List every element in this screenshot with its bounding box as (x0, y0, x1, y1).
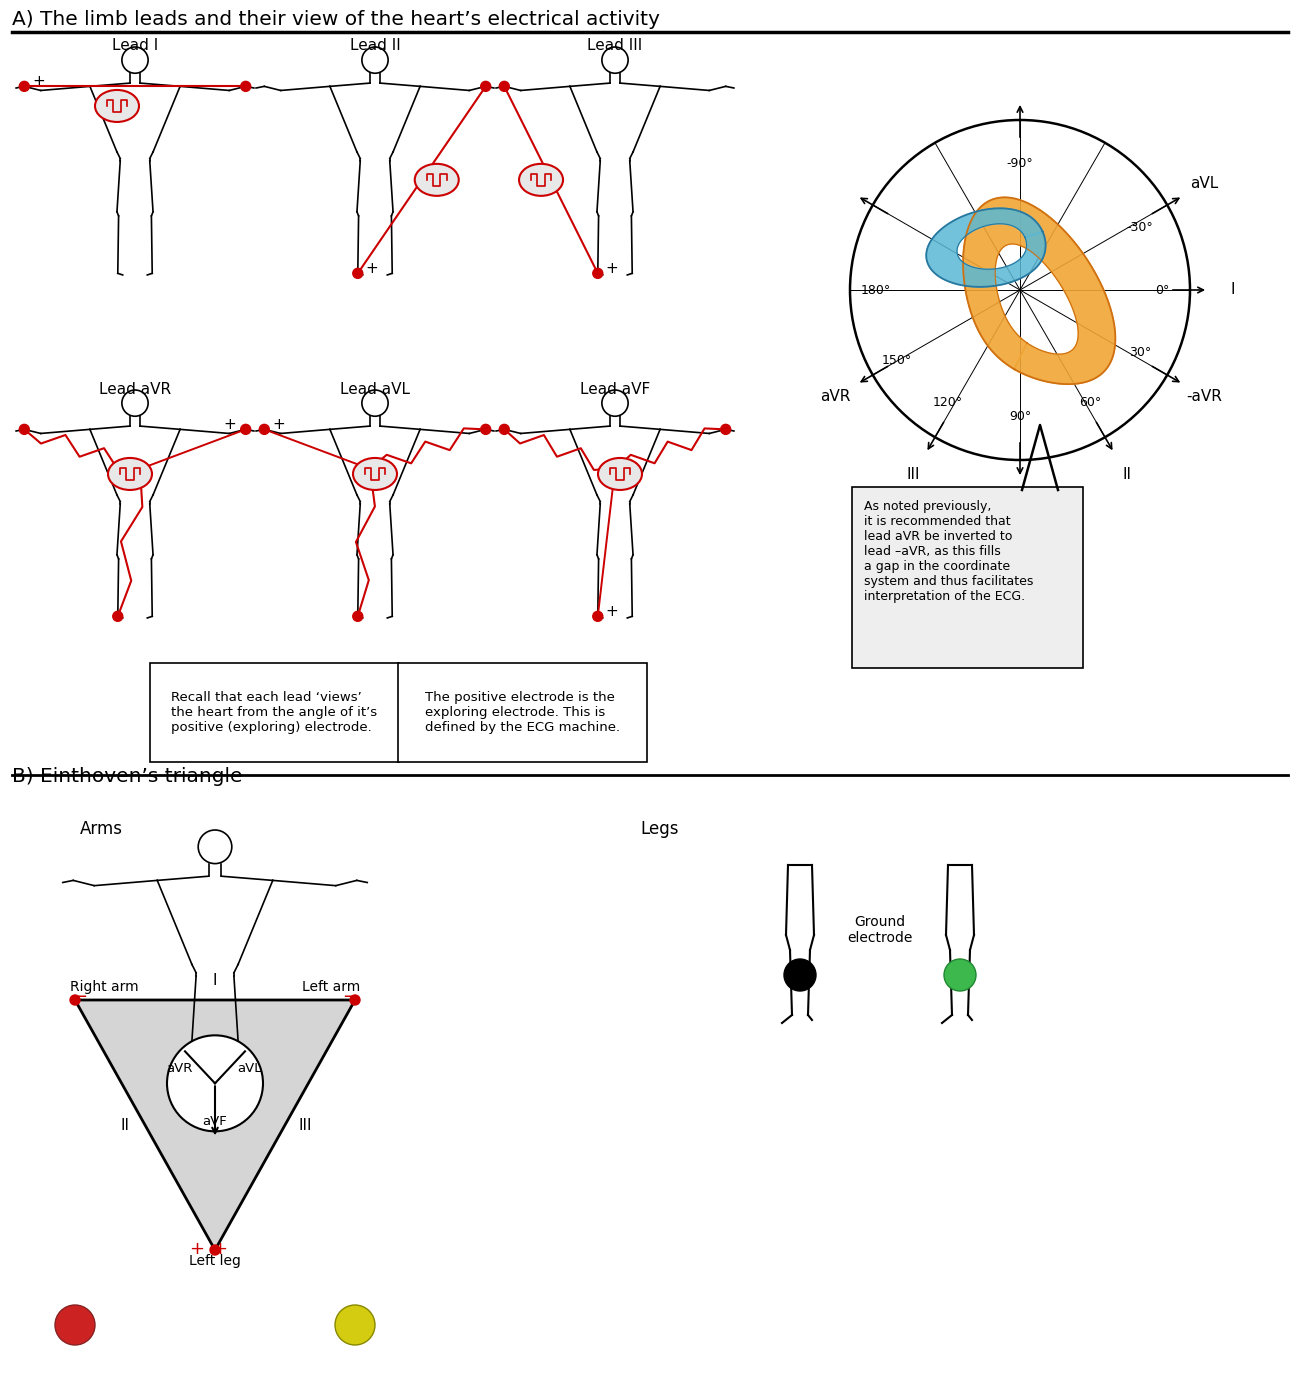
Text: Legs: Legs (640, 820, 679, 838)
Text: aVL: aVL (237, 1061, 261, 1075)
Text: aVF: aVF (1006, 496, 1035, 511)
FancyBboxPatch shape (150, 663, 399, 762)
Text: As noted previously,
it is recommended that
lead aVR be inverted to
lead –aVR, a: As noted previously, it is recommended t… (864, 500, 1034, 603)
Circle shape (481, 424, 490, 434)
Text: II: II (1122, 467, 1131, 482)
Ellipse shape (598, 459, 642, 490)
Polygon shape (963, 198, 1115, 384)
Text: Lead aVL: Lead aVL (341, 382, 410, 397)
Text: III: III (907, 467, 920, 482)
Circle shape (944, 958, 976, 991)
Text: II: II (121, 1118, 130, 1133)
Circle shape (20, 81, 30, 92)
FancyBboxPatch shape (398, 663, 647, 762)
Text: Lead I: Lead I (112, 38, 159, 54)
Circle shape (593, 611, 603, 622)
Text: -aVR: -aVR (1187, 389, 1222, 404)
Circle shape (166, 1035, 263, 1131)
Text: A) The limb leads and their view of the heart’s electrical activity: A) The limb leads and their view of the … (12, 10, 660, 29)
Text: Right arm: Right arm (70, 980, 139, 994)
Circle shape (350, 995, 360, 1005)
Text: +: + (272, 417, 285, 432)
Ellipse shape (108, 459, 152, 490)
Text: -90°: -90° (1006, 158, 1034, 170)
Circle shape (352, 268, 363, 279)
Circle shape (259, 424, 269, 434)
Text: aVF: aVF (203, 1115, 228, 1129)
Text: I: I (1231, 283, 1235, 298)
Text: −: − (73, 989, 87, 1006)
Text: III: III (298, 1118, 312, 1133)
Text: 180°: 180° (861, 283, 892, 297)
Text: -30°: -30° (1127, 221, 1153, 233)
FancyBboxPatch shape (852, 487, 1083, 669)
Text: +: + (224, 417, 235, 432)
Circle shape (240, 81, 251, 92)
Text: Arms: Arms (81, 820, 124, 838)
Polygon shape (75, 1000, 355, 1249)
Text: Recall that each lead ‘views’
the heart from the angle of it’s
positive (explori: Recall that each lead ‘views’ the heart … (172, 691, 377, 735)
Circle shape (113, 611, 122, 622)
Ellipse shape (519, 163, 563, 196)
Text: +: + (32, 74, 46, 89)
Text: +: + (190, 1240, 204, 1258)
Text: Lead aVF: Lead aVF (580, 382, 650, 397)
Circle shape (499, 81, 510, 92)
Circle shape (211, 1245, 220, 1255)
Text: 0°: 0° (1154, 283, 1170, 297)
Text: +: + (212, 1240, 227, 1258)
Text: −: − (342, 989, 358, 1006)
Circle shape (720, 424, 731, 434)
Text: Lead aVR: Lead aVR (99, 382, 172, 397)
Text: Ground
electrode: Ground electrode (848, 914, 913, 945)
Text: +: + (606, 604, 619, 619)
Circle shape (335, 1304, 374, 1346)
Circle shape (593, 268, 603, 279)
Text: aVR: aVR (820, 389, 850, 404)
Text: 150°: 150° (881, 354, 913, 367)
Circle shape (352, 611, 363, 622)
Text: +: + (606, 261, 619, 276)
Text: Left arm: Left arm (302, 980, 360, 994)
Text: 120°: 120° (932, 395, 963, 409)
Circle shape (70, 995, 81, 1005)
Text: B) Einthoven’s triangle: B) Einthoven’s triangle (12, 768, 243, 785)
Circle shape (499, 424, 510, 434)
Ellipse shape (95, 91, 139, 122)
Text: 30°: 30° (1128, 346, 1152, 360)
Ellipse shape (415, 163, 459, 196)
Text: 60°: 60° (1079, 395, 1102, 409)
Text: +: + (365, 261, 378, 276)
Circle shape (784, 958, 816, 991)
Circle shape (20, 424, 30, 434)
Text: Left leg: Left leg (188, 1254, 240, 1269)
Ellipse shape (354, 459, 396, 490)
Text: aVR: aVR (166, 1061, 192, 1075)
Text: Lead II: Lead II (350, 38, 400, 54)
Text: 90°: 90° (1009, 411, 1031, 423)
Circle shape (481, 81, 490, 92)
Circle shape (240, 424, 251, 434)
Text: Lead III: Lead III (588, 38, 642, 54)
Polygon shape (926, 209, 1045, 287)
Text: I: I (213, 973, 217, 989)
Text: aVL: aVL (1191, 176, 1218, 191)
Circle shape (55, 1304, 95, 1346)
Text: The positive electrode is the
exploring electrode. This is
defined by the ECG ma: The positive electrode is the exploring … (425, 691, 620, 735)
